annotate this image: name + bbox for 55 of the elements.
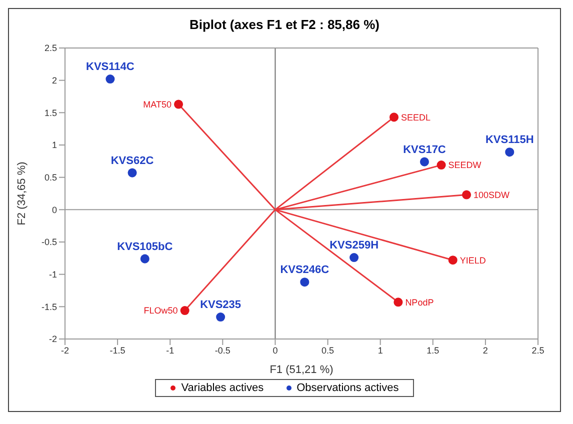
annotation: KVS246C (280, 264, 330, 276)
annotation: SEEDW (448, 160, 482, 170)
point (436, 160, 446, 170)
y-tick-label: -1 (48, 270, 57, 280)
x-tick-label: -2 (60, 345, 70, 356)
point (128, 168, 137, 178)
point (350, 253, 359, 262)
x-tick-label: 2.5 (532, 345, 544, 356)
y-tick-label: 2 (52, 76, 57, 86)
legend-label: Variables actives (180, 382, 264, 394)
x-tick-label: 1 (378, 345, 383, 356)
chart-title: Biplot (axes F1 et F2 : 85,86 %) (188, 16, 380, 34)
point (389, 112, 399, 122)
legend-label: Observations actives (296, 382, 399, 394)
y-tick-label: 2.5 (44, 43, 57, 54)
annotation: KVS62C (110, 154, 154, 167)
annotation: FLOw50 (144, 306, 178, 316)
point (462, 190, 472, 200)
y-tick-label: -0.5 (41, 237, 57, 248)
x-tick-label: 1.5 (426, 345, 440, 356)
annotation: 100SDW (474, 190, 510, 200)
y-tick-label: 1.5 (44, 108, 57, 118)
point (448, 256, 458, 265)
annotation: NPodP (405, 297, 434, 308)
x-tick-label: -1 (166, 345, 174, 356)
annotation: YIELD (460, 255, 486, 266)
annotation: KVS115H (485, 134, 534, 146)
x-axis-title: F1 (51,21 %) (270, 364, 334, 376)
point (180, 306, 190, 316)
x-tick-label: 2 (482, 345, 488, 356)
y-tick-label: 0.5 (44, 172, 57, 183)
point (216, 312, 226, 322)
point (300, 278, 310, 287)
annotation: KVS235 (200, 299, 242, 312)
annotation: KVS114C (86, 61, 134, 74)
y-tick-label: 1 (52, 140, 57, 150)
x-tick-label: -0.5 (214, 345, 230, 356)
point (140, 254, 150, 264)
annotation: KVS17C (403, 144, 446, 156)
annotation: SEEDL (401, 112, 431, 122)
y-tick-label: -1.5 (41, 302, 57, 312)
annotation: MAT50 (143, 99, 172, 110)
x-tick-label: 0 (272, 345, 278, 356)
y-tick-label: 0 (52, 204, 57, 215)
y-tick-label: -2 (48, 334, 57, 344)
x-tick-label: 0.5 (322, 345, 334, 356)
point (106, 74, 115, 84)
point (505, 148, 514, 157)
point (394, 298, 403, 307)
point (420, 157, 429, 166)
annotation: KVS105bC (117, 240, 173, 253)
annotation: KVS259H (330, 240, 379, 252)
y-axis-title: F2 (34,65 %) (16, 162, 28, 226)
point (174, 100, 184, 109)
x-tick-label: -1.5 (110, 345, 126, 356)
